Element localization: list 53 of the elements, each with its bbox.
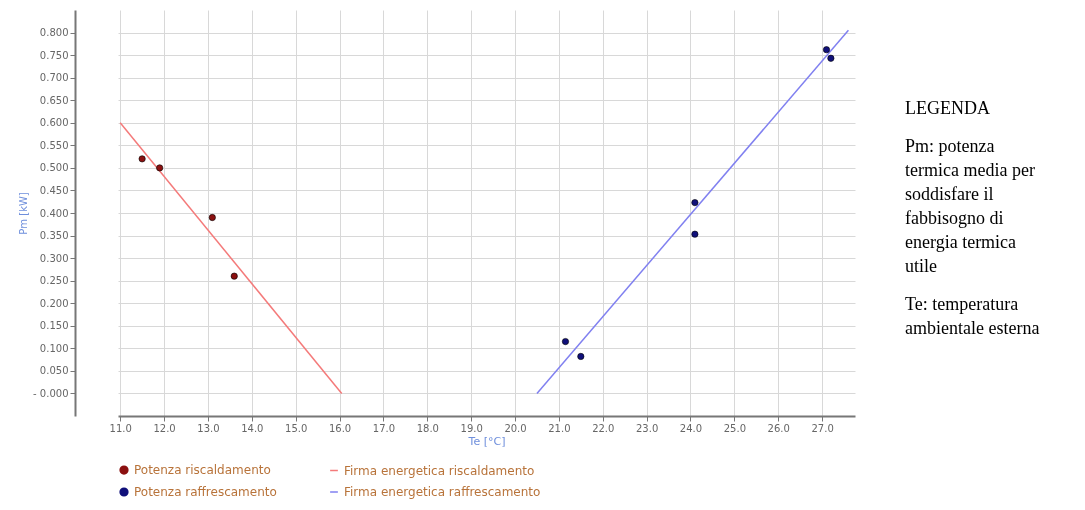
text: Pm: potenza termica media per soddisfare il fabbisogno di energia termica utile — [905, 136, 1035, 276]
x-tick-label: 21.0 — [548, 422, 571, 434]
x-tick-label: 13.0 — [197, 422, 220, 434]
legend-label: Potenza riscaldamento — [134, 463, 271, 478]
y-tick-label: 0.150 — [39, 320, 69, 332]
point — [691, 230, 699, 238]
y-tick-label: 0.600 — [39, 117, 69, 129]
y-tick-label: 0.750 — [39, 49, 69, 61]
x-tick-label: 23.0 — [635, 422, 659, 434]
y-tick-label: 0.100 — [39, 342, 69, 354]
y-tick-label: 0.650 — [39, 94, 69, 106]
x-tick-label: 27.0 — [811, 422, 834, 434]
point — [823, 46, 830, 54]
point — [691, 199, 699, 207]
text: Te: temperatura ambientale esterna — [905, 294, 1040, 338]
x-tick-label: 25.0 — [723, 422, 746, 434]
x-tick-label: 22.0 — [592, 422, 615, 434]
y-tick-label: 0.800 — [39, 27, 69, 39]
x-tick-label: 18.0 — [416, 422, 439, 434]
x-tick-label: 20.0 — [504, 422, 527, 434]
x-tick-label: 19.0 — [460, 422, 483, 434]
legend-label: Firma energetica riscaldamento — [344, 463, 535, 478]
y-tick-label: 0.400 — [39, 207, 69, 219]
point — [562, 338, 569, 346]
point — [230, 272, 238, 280]
y-tick-label: 0.500 — [39, 162, 69, 174]
x-tick-label: 17.0 — [372, 422, 396, 434]
y-tick-label: - 0.000 — [33, 387, 69, 399]
x-tick-label: 16.0 — [328, 422, 352, 434]
x-tick-label: 26.0 — [767, 422, 790, 434]
x-tick-label: 12.0 — [153, 422, 176, 434]
y-tick-label: 0.550 — [39, 139, 69, 151]
text: LEGENDA — [905, 98, 990, 118]
x-axis-title: Te [°C] — [467, 434, 506, 448]
point — [827, 54, 835, 62]
y-tick-label: 0.050 — [39, 365, 69, 377]
y-tick-label: 0.300 — [39, 252, 69, 264]
point — [208, 214, 216, 221]
y-tick-label: 0.200 — [39, 297, 69, 309]
point — [577, 353, 585, 360]
x-tick-label: 11.0 — [109, 422, 132, 434]
y-tick-label: 0.350 — [39, 230, 69, 242]
x-tick-label: 24.0 — [679, 422, 703, 434]
legend-label: Firma energetica raffrescamento — [344, 485, 541, 499]
x-tick-label: 14.0 — [241, 422, 264, 434]
y-tick-label: 0.450 — [39, 184, 69, 196]
point — [156, 164, 164, 172]
y-tick-label: 0.700 — [39, 72, 69, 84]
point — [138, 155, 146, 163]
y-tick-label: 0.250 — [39, 275, 69, 287]
x-tick-label: 15.0 — [285, 422, 308, 434]
y-axis-title: Pm [kW] — [18, 192, 30, 235]
legend-label: Potenza raffrescamento — [134, 485, 277, 499]
